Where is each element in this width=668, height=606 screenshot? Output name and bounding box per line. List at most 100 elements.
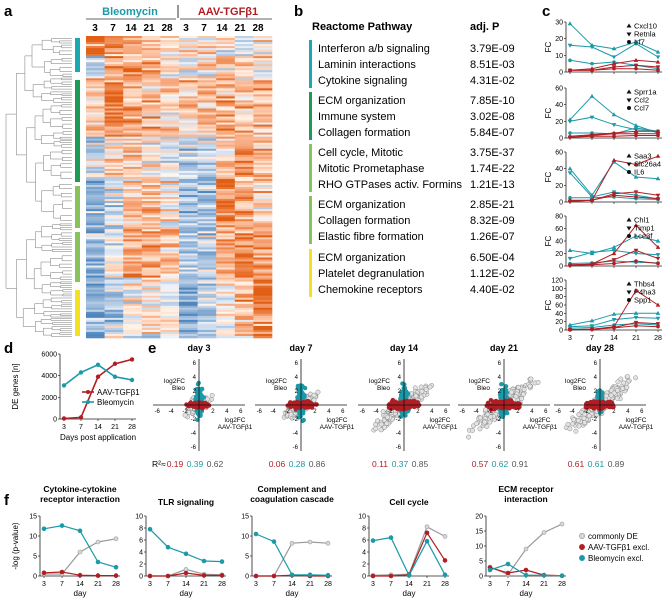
heatmap-cell (197, 108, 217, 111)
heatmap-cell (160, 205, 180, 208)
bleo-series-point (589, 250, 595, 255)
heatmap-cell (86, 195, 105, 198)
heatmap-cell (197, 225, 217, 228)
heatmap-cell (141, 205, 161, 208)
heatmap-cell (86, 104, 105, 107)
heatmap-cell (160, 176, 180, 180)
heatmap-cell (104, 150, 124, 154)
heatmap-cell (141, 257, 161, 260)
dendrogram (5, 38, 72, 337)
heatmap-cell (234, 44, 254, 47)
heatmap-cell (253, 96, 273, 99)
heatmap-cell (179, 102, 198, 105)
heatmap-cell (160, 331, 180, 335)
heatmap-cell (86, 329, 105, 333)
heatmap-cell (197, 207, 217, 210)
heatmap-cell (86, 305, 105, 309)
heatmap-cell (104, 301, 124, 305)
heatmap-cell (253, 68, 273, 71)
heatmap-cell (253, 158, 273, 162)
heatmap-cell (141, 150, 161, 154)
heatmap-cell (141, 178, 161, 182)
heatmap-cell (123, 54, 143, 57)
heatmap-cell (141, 112, 161, 115)
r2-value: 0.11 (372, 459, 388, 469)
heatmap-cell (216, 138, 236, 141)
y-tick-label: 0 (33, 574, 37, 581)
heatmap-cell (216, 285, 236, 288)
heatmap-cell (123, 301, 143, 305)
bleo-series-point (589, 318, 595, 323)
scatter-point-aav (607, 399, 612, 404)
heatmap-cell (104, 66, 124, 69)
heatmap-cell (141, 126, 161, 129)
heatmap-cell (216, 124, 236, 127)
heatmap-cell (141, 158, 161, 162)
heatmap-cell (86, 267, 105, 270)
heatmap-cell (179, 223, 198, 226)
bleo-series-point (567, 247, 573, 252)
heatmap-cell (253, 207, 273, 210)
scatter-point-bleo (297, 385, 302, 391)
heatmap-cell (179, 110, 198, 113)
x-tick-label: 7 (166, 581, 170, 588)
heatmap-cell (253, 112, 273, 115)
heatmap-cell (86, 333, 105, 337)
aav-series-point (612, 326, 616, 330)
aav-series-point (568, 263, 572, 268)
heatmap-cell (104, 80, 124, 83)
heatmap-cell (179, 259, 198, 262)
heatmap-cell (104, 199, 124, 202)
heatmap-cell (253, 128, 273, 131)
heatmap-cell (179, 38, 198, 41)
heatmap-cell (179, 176, 198, 180)
pathway-group-bar (309, 92, 312, 140)
scatter-point-common (378, 421, 384, 427)
heatmap-cell (253, 144, 273, 148)
aav-series-point (634, 324, 638, 328)
heatmap-cell (179, 299, 198, 303)
heatmap-cell (141, 88, 161, 91)
heatmap-cell (104, 156, 124, 160)
x-tick-label: 14 (76, 581, 84, 588)
heatmap-cells (86, 36, 273, 339)
scatter-ylabel: Bleo (172, 385, 185, 392)
scatter-tick-label: -6 (396, 445, 402, 451)
scatter-ylabel: log2FC (164, 378, 185, 385)
heatmap-cell (253, 60, 273, 63)
bleo-series-point (589, 93, 595, 98)
heatmap-cell (160, 40, 180, 43)
heatmap-cell (141, 301, 161, 305)
scatter-point-common (182, 412, 188, 418)
legend-label: Spp1 (634, 296, 652, 305)
heatmap-cell (104, 245, 124, 248)
heatmap-cell (197, 120, 217, 123)
heatmap-cell (253, 156, 273, 160)
heatmap-cell (123, 62, 143, 65)
heatmap-cell (216, 168, 236, 172)
heatmap-cell (104, 62, 124, 65)
heatmap-cell (234, 140, 254, 143)
heatmap-cell (216, 257, 236, 260)
heatmap-cell (141, 154, 161, 158)
heatmap-cell (234, 130, 254, 133)
heatmap-cell (86, 281, 105, 284)
scatter-point-common (581, 415, 587, 421)
heatmap-cell (141, 283, 161, 286)
heatmap-cell (123, 74, 143, 77)
heatmap-cell (141, 193, 161, 196)
heatmap-cell (104, 42, 124, 45)
heatmap-cell (216, 140, 236, 143)
heatmap-cell (104, 191, 124, 194)
heatmap-cell (179, 221, 198, 224)
x-tick-label: 7 (272, 581, 276, 588)
heatmap-cell (141, 134, 161, 137)
x-tick-label: 28 (441, 581, 449, 588)
heatmap-cell (179, 76, 198, 79)
heatmap-cell (179, 52, 198, 55)
heatmap-cell (160, 146, 180, 150)
heatmap-cell (104, 297, 124, 301)
y-tick-label: 20 (555, 319, 563, 326)
heatmap-cell (216, 191, 236, 194)
